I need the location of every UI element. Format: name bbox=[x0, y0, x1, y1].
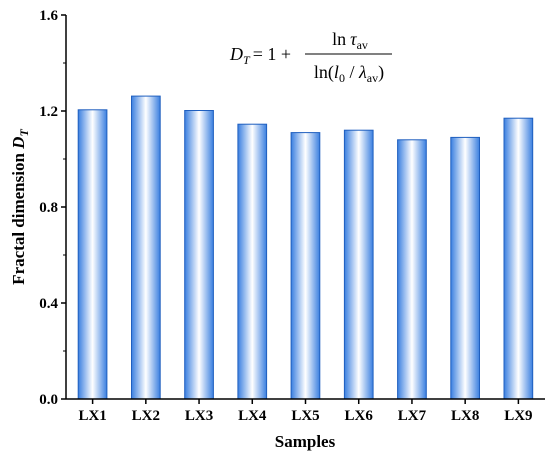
formula-lhs-subscript: T bbox=[243, 53, 251, 67]
x-tick-label: LX2 bbox=[132, 408, 160, 424]
y-axis-title-subscript: T bbox=[17, 129, 31, 137]
formula-annotation: DT = 1 + ln τav ln(l0 / λav) bbox=[229, 29, 392, 85]
formula-denominator-l: l bbox=[334, 62, 339, 82]
formula-denominator: ln(l0 / λav) bbox=[314, 62, 384, 85]
formula-lhs: DT = 1 + bbox=[229, 44, 291, 67]
y-tick-label: 1.6 bbox=[39, 8, 58, 24]
formula-denominator-close: ) bbox=[378, 62, 384, 83]
formula-denominator-slash: / bbox=[345, 62, 359, 82]
x-tick-label: LX7 bbox=[398, 408, 427, 424]
x-tick-label: LX8 bbox=[451, 408, 479, 424]
formula-lhs-symbol: D bbox=[229, 44, 243, 64]
formula-numerator-subscript: av bbox=[357, 38, 368, 52]
bar-lx2 bbox=[131, 95, 161, 400]
y-axis-title-symbol: D bbox=[9, 137, 28, 150]
bar-lx7 bbox=[397, 139, 427, 400]
bar-lx9 bbox=[503, 117, 534, 400]
x-tick-label: LX3 bbox=[185, 408, 213, 424]
x-axis-title: Samples bbox=[275, 432, 336, 451]
formula-numerator-ln: ln bbox=[332, 29, 346, 49]
x-tick-label: LX1 bbox=[78, 408, 106, 424]
formula-denominator-l-subscript: 0 bbox=[339, 71, 345, 85]
formula-denominator-ln: ln( bbox=[314, 62, 334, 83]
x-ticks-group: LX1 LX2 LX3 LX4 LX5 LX6 LX7 LX8 LX9 bbox=[78, 399, 533, 424]
bar-lx4 bbox=[237, 123, 268, 400]
formula-numerator: ln τav bbox=[332, 29, 368, 52]
y-tick-label: 1.2 bbox=[39, 104, 58, 120]
formula-denominator-lambda: λ bbox=[358, 62, 367, 82]
x-tick-label: LX4 bbox=[238, 408, 267, 424]
bar-lx8 bbox=[450, 136, 480, 400]
x-tick-label: LX6 bbox=[345, 408, 374, 424]
y-axis-title-main: Fractal dimension bbox=[9, 149, 28, 285]
bar-lx6 bbox=[343, 129, 374, 400]
formula-numerator-symbol: τ bbox=[350, 29, 357, 49]
bar-lx5 bbox=[290, 132, 321, 400]
bars-group bbox=[77, 95, 534, 400]
bar-lx3 bbox=[184, 110, 214, 400]
y-tick-label: 0.0 bbox=[39, 392, 58, 408]
y-axis-title: Fractal dimension DT bbox=[9, 129, 31, 285]
formula-equals-one-plus: = 1 + bbox=[253, 44, 291, 64]
y-ticks-group: 0.0 0.4 0.8 1.2 1.6 bbox=[39, 8, 66, 408]
y-tick-label: 0.4 bbox=[39, 296, 58, 312]
x-tick-label: LX5 bbox=[291, 408, 319, 424]
formula-denominator-lambda-subscript: av bbox=[367, 71, 378, 85]
bar-lx1 bbox=[77, 109, 108, 400]
x-tick-label: LX9 bbox=[504, 408, 532, 424]
y-tick-label: 0.8 bbox=[39, 200, 58, 216]
